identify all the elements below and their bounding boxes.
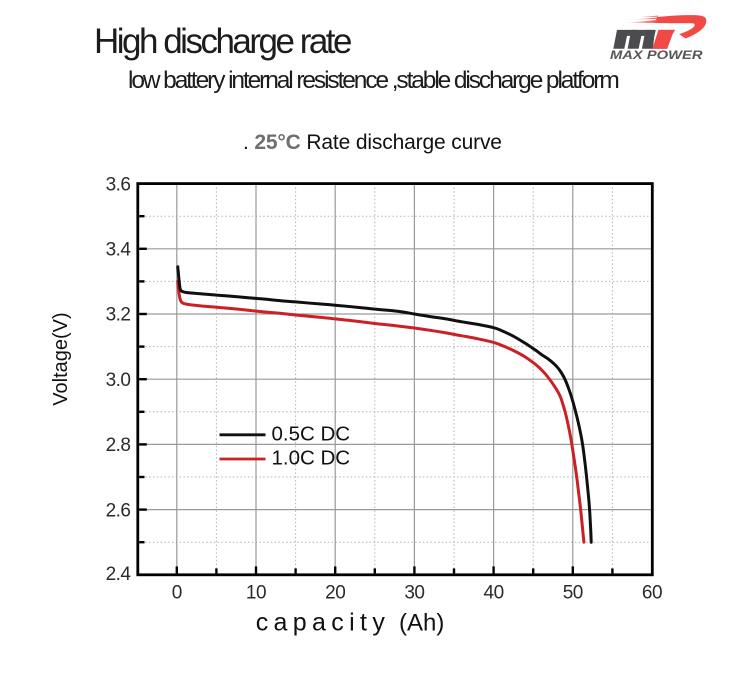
svg-text:Voltage(V): Voltage(V) — [50, 312, 72, 405]
svg-text:3.2: 3.2 — [106, 305, 131, 326]
svg-text:1.0C DC: 1.0C DC — [272, 447, 351, 470]
svg-text:2.4: 2.4 — [106, 564, 132, 585]
svg-text:3.6: 3.6 — [106, 174, 131, 195]
svg-text:3.4: 3.4 — [106, 240, 132, 261]
svg-text:50: 50 — [563, 583, 583, 604]
svg-text:2.8: 2.8 — [106, 435, 131, 456]
svg-text:0: 0 — [172, 583, 182, 604]
svg-text:2.6: 2.6 — [106, 500, 131, 521]
svg-text:30: 30 — [404, 583, 424, 604]
svg-text:40: 40 — [484, 583, 504, 604]
svg-text:capacity: capacity — [256, 609, 391, 637]
svg-text:0.5C DC: 0.5C DC — [272, 422, 351, 445]
svg-text:MAX POWER: MAX POWER — [610, 50, 703, 62]
svg-text:10: 10 — [246, 583, 266, 604]
svg-text:(Ah): (Ah) — [399, 610, 444, 637]
svg-text:20: 20 — [325, 583, 345, 604]
svg-text:3.0: 3.0 — [106, 370, 131, 391]
svg-text:60: 60 — [642, 583, 662, 604]
